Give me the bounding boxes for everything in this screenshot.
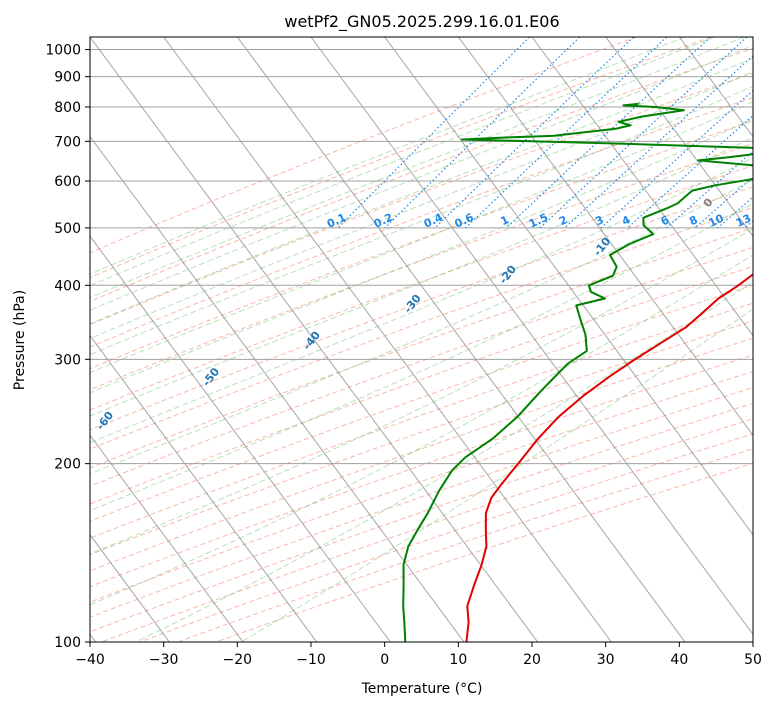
y-tick-label: 600: [54, 174, 81, 190]
x-tick-label: −30: [149, 652, 179, 668]
dry-adiabat: [90, 354, 753, 588]
isotherm-line: [310, 37, 753, 636]
dewpoint-profile: [402, 102, 753, 642]
x-tick-label: −40: [75, 652, 105, 668]
isotherm-label: -70: [0, 463, 3, 487]
mixing-ratio-label: 13: [734, 212, 753, 230]
y-tick-label: 400: [54, 278, 81, 294]
dry-adiabat: [90, 227, 753, 469]
moist-adiabat: [90, 37, 745, 299]
x-tick-label: 50: [744, 652, 762, 668]
y-tick-label: 100: [54, 635, 81, 651]
y-tick-label: 300: [54, 352, 81, 368]
mixing-ratio-line: [564, 54, 753, 229]
mixing-ratio-line: [600, 89, 753, 229]
moist-adiabat: [90, 157, 753, 444]
mixing-ratio-line: [767, 37, 775, 228]
moist-adiabat: [90, 71, 753, 339]
dry-adiabat: [90, 120, 753, 370]
dry-adiabat: [90, 387, 753, 618]
chart-title: wetPf2_GN05.2025.299.16.01.E06: [284, 12, 559, 32]
axis-layer: −40 −30 −20 −10 0 10 20 30 40 50 100 200 300 400 500 60…: [45, 43, 762, 668]
mixing-ratio-line: [434, 37, 634, 229]
moist-adiabat: [90, 44, 753, 311]
y-tick-label: 800: [54, 100, 81, 116]
moist-adiabat: [90, 254, 753, 606]
data-layer: [402, 102, 753, 642]
x-tick-label: 40: [670, 652, 688, 668]
dry-adiabat: [139, 433, 753, 642]
x-tick-label: −20: [223, 652, 253, 668]
dry-adiabat: [215, 462, 753, 642]
y-axis-label: Pressure (hPa): [12, 290, 28, 390]
moist-adiabat: [90, 57, 753, 325]
moist-adiabat: [90, 228, 753, 555]
y-tick-label: 900: [54, 70, 81, 86]
isotherm-line: [90, 533, 170, 642]
moist-adiabat: [90, 85, 753, 356]
dry-adiabat: [90, 302, 753, 539]
x-tick-label: 20: [523, 652, 541, 668]
moist-adiabat: [135, 281, 753, 642]
moist-adiabat: [90, 37, 686, 275]
y-tick-label: 200: [54, 457, 81, 473]
mixing-ratio-line: [337, 37, 530, 229]
moist-adiabat: [90, 136, 753, 417]
isotherm-line: [90, 235, 391, 642]
isotherm-line: [90, 37, 539, 642]
y-tick-label: 1000: [45, 43, 81, 59]
moist-adiabat: [90, 101, 753, 374]
dry-adiabat: [90, 186, 753, 431]
isotherm-line: [384, 37, 753, 536]
isotherm-line: [90, 135, 465, 642]
x-axis-label: Temperature (°C): [361, 681, 483, 697]
x-tick-label: 30: [597, 652, 615, 668]
dry-adiabat: [90, 72, 753, 326]
temperature-profile: [465, 273, 753, 642]
dry-adiabat: [90, 320, 753, 556]
moist-adiabat: [90, 179, 753, 475]
isotherm-line: [90, 434, 244, 642]
dry-adiabat: [177, 448, 753, 642]
plot-background: [90, 37, 753, 642]
isotherm-line: [531, 37, 753, 337]
isotherm-line: [90, 334, 318, 642]
dry-adiabat: [90, 37, 712, 279]
dry-adiabat: [90, 143, 753, 391]
mixing-ratio-label: 10: [707, 211, 727, 229]
grid-layer: [90, 37, 775, 642]
isotherm-line: [605, 37, 753, 237]
plot-frame: [89, 36, 754, 643]
x-tick-label: 10: [449, 652, 467, 668]
dry-adiabat: [90, 370, 753, 603]
moist-adiabat: [90, 202, 753, 512]
dry-adiabat: [90, 337, 753, 572]
isotherm-line: [752, 37, 753, 38]
mixing-ratio-line: [505, 37, 711, 229]
isotherm-line: [457, 37, 753, 437]
moist-adiabat: [90, 37, 715, 287]
y-tick-label: 700: [54, 134, 81, 150]
x-tick-label: −10: [296, 652, 326, 668]
isotherm-line: [163, 37, 612, 642]
y-tick-label: 500: [54, 221, 81, 237]
isotherm-line: [236, 37, 686, 642]
x-tick-label: 0: [380, 652, 389, 668]
